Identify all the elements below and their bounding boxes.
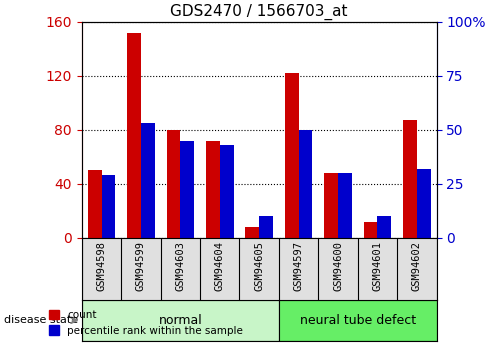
Text: normal: normal xyxy=(158,314,202,327)
Text: GSM94598: GSM94598 xyxy=(97,241,106,291)
Bar xyxy=(377,216,392,238)
Text: neural tube defect: neural tube defect xyxy=(300,314,416,327)
Title: GDS2470 / 1566703_at: GDS2470 / 1566703_at xyxy=(171,4,348,20)
FancyBboxPatch shape xyxy=(82,300,279,341)
Text: GSM94602: GSM94602 xyxy=(412,241,422,291)
Bar xyxy=(403,120,417,238)
Bar xyxy=(167,130,180,238)
Bar xyxy=(245,227,259,238)
Legend: count, percentile rank within the sample: count, percentile rank within the sample xyxy=(45,306,247,340)
Text: GSM94599: GSM94599 xyxy=(136,241,146,291)
Bar xyxy=(338,173,352,238)
Bar xyxy=(285,73,298,238)
Bar xyxy=(88,170,101,238)
Bar xyxy=(364,222,377,238)
Text: GSM94605: GSM94605 xyxy=(254,241,264,291)
Text: GSM94597: GSM94597 xyxy=(294,241,304,291)
Bar xyxy=(324,173,338,238)
Bar xyxy=(417,169,431,238)
Text: GSM94603: GSM94603 xyxy=(175,241,185,291)
Text: GSM94601: GSM94601 xyxy=(372,241,383,291)
Bar xyxy=(127,32,141,238)
FancyBboxPatch shape xyxy=(279,300,437,341)
Text: GSM94600: GSM94600 xyxy=(333,241,343,291)
Bar xyxy=(141,123,155,238)
Bar xyxy=(101,175,115,238)
Bar xyxy=(180,141,194,238)
Bar xyxy=(259,216,273,238)
Text: GSM94604: GSM94604 xyxy=(215,241,225,291)
Text: disease state: disease state xyxy=(4,315,82,325)
Bar xyxy=(206,141,220,238)
Bar xyxy=(298,130,313,238)
Bar xyxy=(220,145,234,238)
